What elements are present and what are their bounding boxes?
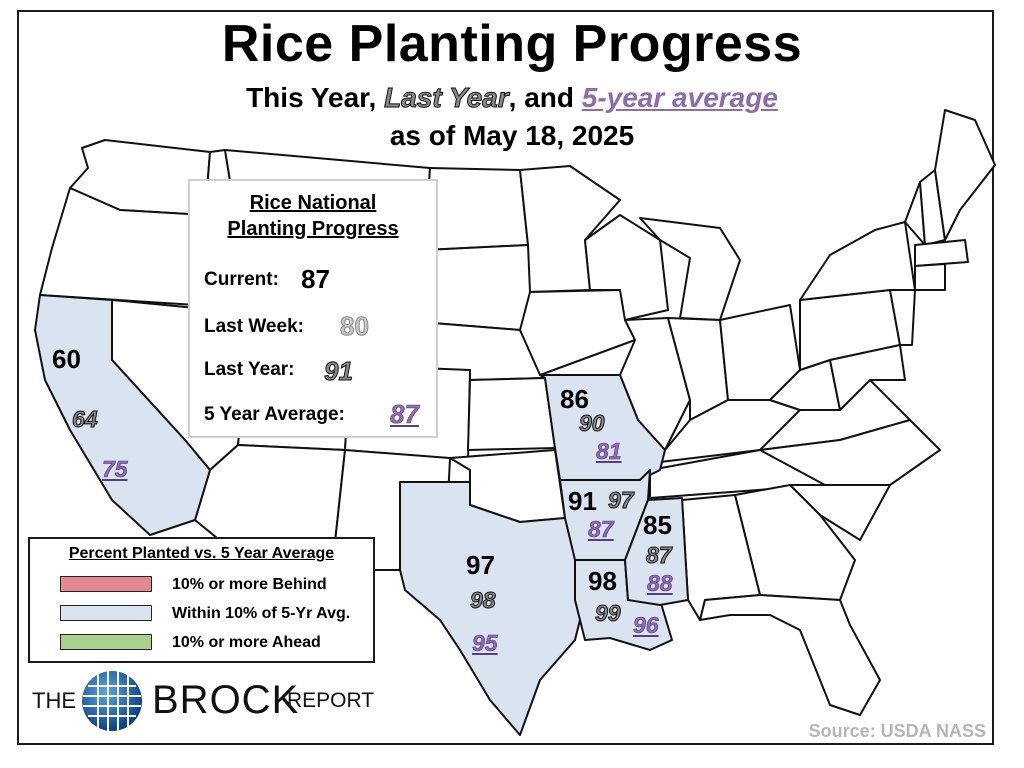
mississippi-last-year: 87 <box>646 542 673 569</box>
national-box-title: Rice National Planting Progress <box>190 190 436 242</box>
last-year-value: 91 <box>324 356 354 387</box>
national-progress-box: Rice National Planting Progress Current:… <box>188 179 438 438</box>
arkansas-current: 91 <box>568 486 597 516</box>
last-year-label: Last Year: <box>204 359 295 380</box>
louisiana-last-year: 99 <box>595 600 622 627</box>
california-current: 60 <box>52 344 81 374</box>
state-florida <box>699 594 881 716</box>
current-value: 87 <box>301 264 330 294</box>
texas-current: 97 <box>466 550 495 580</box>
legend-swatch-behind <box>60 576 152 592</box>
page-title: Rice Planting Progress <box>221 15 803 73</box>
five-year-label: 5 Year Average: <box>204 404 345 425</box>
louisiana-current: 98 <box>588 566 617 596</box>
current-label: Current: <box>204 269 279 290</box>
missouri-five-year: 81 <box>596 438 622 465</box>
national-title-line1: Rice National <box>249 192 377 214</box>
legend-label-ahead: 10% or more Ahead <box>172 634 321 651</box>
state-iowa <box>519 289 636 376</box>
mississippi-five-year: 88 <box>647 570 673 597</box>
national-title-line2: Planting Progress <box>227 218 399 240</box>
globe-icon <box>82 671 142 731</box>
state-maine <box>934 109 996 241</box>
state-connecticut <box>914 263 946 291</box>
page-subtitle: This Year, Last Year, and 5-year average <box>0 82 1024 114</box>
louisiana-five-year: 96 <box>633 612 659 639</box>
state-mississippi <box>624 497 689 606</box>
california-last-year: 64 <box>72 406 99 433</box>
logo-report: REPORT <box>287 689 375 712</box>
state-newyork <box>799 221 916 301</box>
subtitle-comma-and: , and <box>508 82 574 113</box>
mississippi-current: 85 <box>643 510 672 540</box>
last-week-label: Last Week: <box>204 316 304 337</box>
subtitle-this-year: This Year, <box>246 82 377 113</box>
texas-five-year: 95 <box>472 630 498 657</box>
as-of-date: as of May 18, 2025 <box>389 120 635 151</box>
brock-report-logo: THE BROCK REPORT <box>32 668 375 734</box>
california-five-year: 75 <box>102 456 128 483</box>
texas-last-year: 98 <box>470 587 497 614</box>
color-legend: Percent Planted vs. 5 Year Average 10% o… <box>28 537 375 663</box>
logo-the: THE <box>32 688 76 713</box>
state-newjersey <box>889 289 916 346</box>
state-california <box>34 294 211 536</box>
missouri-current: 86 <box>560 384 589 414</box>
legend-label-behind: 10% or more Behind <box>172 576 327 593</box>
logo-brock: BROCK <box>152 678 300 722</box>
arkansas-last-year: 97 <box>608 487 635 514</box>
state-massachusetts <box>914 239 969 267</box>
state-wisconsin <box>584 214 669 321</box>
missouri-last-year: 90 <box>579 410 606 437</box>
five-year-value: 87 <box>390 399 420 430</box>
state-northdakota <box>424 167 529 251</box>
state-maryland <box>829 344 906 411</box>
subtitle-five-year: 5-year average <box>581 82 778 113</box>
state-kansas <box>467 377 556 451</box>
arkansas-five-year: 87 <box>588 516 614 543</box>
legend-title: Percent Planted vs. 5 Year Average <box>68 545 335 562</box>
legend-label-within: Within 10% of 5-Yr Avg. <box>172 605 351 622</box>
legend-swatch-ahead <box>60 634 152 650</box>
legend-swatch-within <box>60 605 152 621</box>
subtitle-last-year: Last Year <box>384 82 510 114</box>
last-week-value: 80 <box>340 311 370 342</box>
source-credit: Source: USDA NASS <box>808 721 986 741</box>
state-texas <box>399 481 586 736</box>
